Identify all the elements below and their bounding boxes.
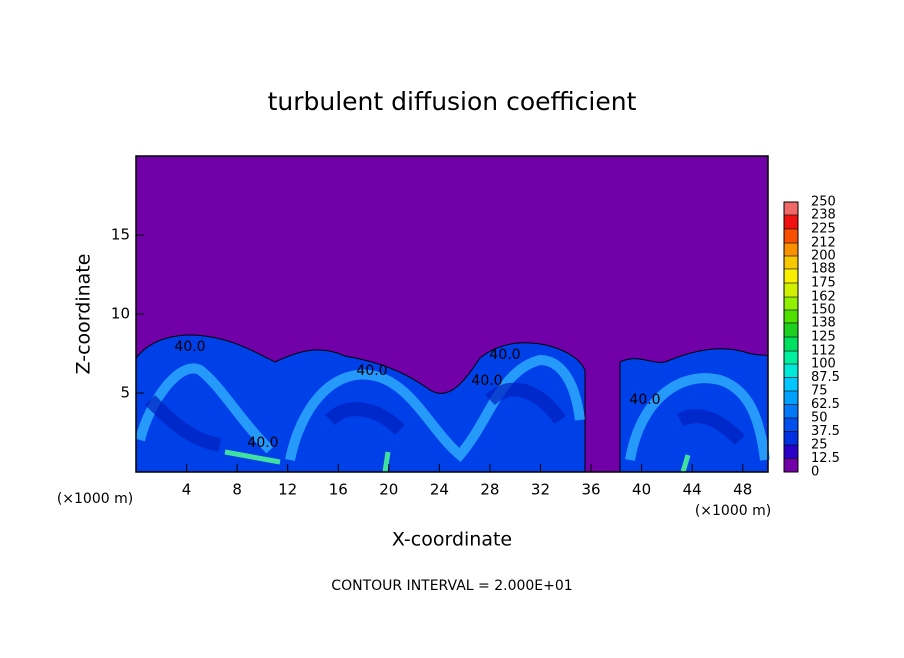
colorbar-band bbox=[784, 364, 798, 378]
y-tick-label: 15 bbox=[111, 226, 130, 244]
colorbar-band bbox=[784, 391, 798, 405]
colorbar-label: 225 bbox=[811, 222, 836, 237]
x-axis-label: X-coordinate bbox=[392, 529, 512, 551]
colorbar-band bbox=[784, 268, 798, 283]
y-unit-label: (×1000 m) bbox=[695, 503, 771, 519]
colorbar-band bbox=[784, 351, 798, 364]
y-tick-label: 10 bbox=[111, 305, 130, 323]
colorbar-label: 175 bbox=[811, 276, 836, 291]
colorbar-band bbox=[784, 322, 798, 337]
contour-label: 40.0 bbox=[489, 347, 520, 363]
contour-label: 40.0 bbox=[471, 373, 502, 389]
colorbar-band bbox=[784, 404, 798, 418]
colorbar-label: 150 bbox=[811, 303, 836, 318]
colorbar-band bbox=[784, 243, 798, 256]
x-tick-label: 44 bbox=[683, 481, 702, 499]
colorbar-label: 50 bbox=[811, 411, 828, 426]
colorbar-label: 62.5 bbox=[811, 397, 840, 412]
colorbar-label: 0 bbox=[811, 465, 819, 480]
x-tick-label: 36 bbox=[581, 481, 600, 499]
colorbar-band bbox=[784, 202, 798, 215]
x-tick-label: 12 bbox=[278, 481, 297, 499]
x-tick-label: 40 bbox=[632, 481, 651, 499]
colorbar-label: 112 bbox=[811, 344, 836, 359]
x-tick-label: 4 bbox=[182, 481, 192, 499]
colorbar-band bbox=[784, 283, 798, 298]
colorbar-label: 200 bbox=[811, 249, 836, 264]
colorbar-band bbox=[784, 297, 798, 310]
contour-label: 40.0 bbox=[356, 363, 387, 379]
colorbar-band bbox=[784, 229, 798, 244]
x-tick-label: 28 bbox=[480, 481, 499, 499]
colorbar-label: 250 bbox=[811, 195, 836, 210]
colorbar-label: 212 bbox=[811, 236, 836, 251]
x-tick-label: 32 bbox=[531, 481, 550, 499]
colorbar-label: 162 bbox=[811, 290, 836, 305]
chart-title: turbulent diffusion coefficient bbox=[268, 87, 637, 116]
colorbar-band bbox=[784, 337, 798, 352]
colorbar-label: 87.5 bbox=[811, 370, 840, 385]
colorbar-label: 37.5 bbox=[811, 424, 840, 439]
x-tick-label: 20 bbox=[379, 481, 398, 499]
colorbar-band bbox=[784, 431, 798, 445]
x-unit-label: (×1000 m) bbox=[57, 491, 133, 507]
footnote: CONTOUR INTERVAL = 2.000E+01 bbox=[331, 578, 572, 594]
contour-label: 40.0 bbox=[629, 392, 660, 408]
colorbar-label: 100 bbox=[811, 357, 836, 372]
colorbar-band bbox=[784, 214, 798, 229]
colorbar-band bbox=[784, 418, 798, 432]
colorbar-label: 75 bbox=[811, 384, 828, 399]
colorbar-band bbox=[784, 256, 798, 269]
colorbar-band bbox=[784, 310, 798, 323]
colorbar-label: 138 bbox=[811, 315, 836, 330]
x-tick-label: 24 bbox=[430, 481, 449, 499]
colorbar-label: 12.5 bbox=[811, 451, 840, 466]
colorbar-label: 25 bbox=[811, 438, 828, 453]
field-swirl bbox=[145, 382, 745, 452]
colorbar-band bbox=[784, 458, 798, 472]
contour-label: 40.0 bbox=[174, 339, 205, 355]
x-tick-label: 16 bbox=[329, 481, 348, 499]
field bbox=[135, 156, 770, 473]
x-tick-label: 8 bbox=[232, 481, 242, 499]
field-highlight bbox=[224, 449, 691, 473]
colorbar-label: 125 bbox=[811, 330, 836, 345]
contour-label: 40.0 bbox=[247, 435, 278, 451]
colorbar-band bbox=[784, 377, 798, 391]
y-tick-label: 5 bbox=[120, 384, 130, 402]
colorbar-label: 238 bbox=[811, 207, 836, 222]
colorbar-label: 188 bbox=[811, 261, 836, 276]
y-axis-label: Z-coordinate bbox=[73, 254, 95, 375]
colorbar-band bbox=[784, 445, 798, 459]
x-tick-label: 48 bbox=[733, 481, 752, 499]
